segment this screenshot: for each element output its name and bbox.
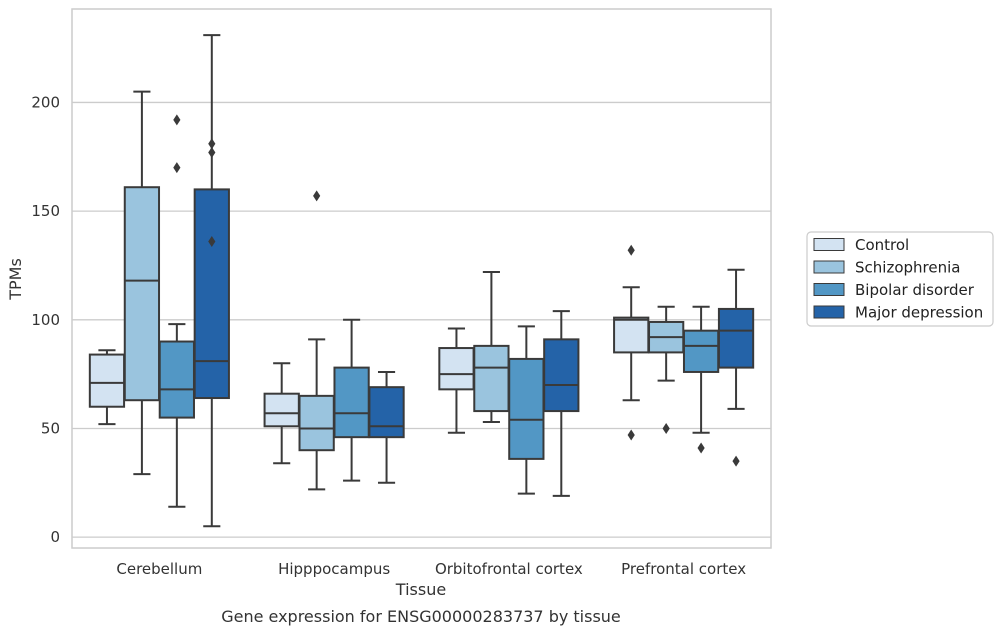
y-tick-label: 150 bbox=[31, 202, 60, 220]
box-0-2 bbox=[158, 114, 195, 508]
outlier-point bbox=[313, 190, 321, 202]
box-body bbox=[263, 392, 300, 428]
legend-label: Schizophrenia bbox=[855, 259, 960, 277]
box-3-0 bbox=[613, 244, 650, 441]
y-tick-label: 0 bbox=[50, 528, 60, 546]
legend-entry: Bipolar disorder bbox=[813, 281, 975, 299]
outlier-point bbox=[732, 455, 740, 467]
outlier-point bbox=[208, 146, 216, 158]
outlier-point bbox=[208, 236, 216, 248]
box-0-3 bbox=[193, 34, 230, 528]
legend-label: Bipolar disorder bbox=[855, 281, 975, 299]
box-3-2 bbox=[682, 305, 720, 454]
box-body bbox=[508, 357, 545, 460]
outlier-point bbox=[208, 138, 216, 150]
legend-entry: Major depression bbox=[813, 304, 983, 322]
box-2-3 bbox=[543, 310, 580, 497]
x-tick-label: Prefrontal cortex bbox=[621, 560, 746, 578]
x-tick-label: Cerebellum bbox=[116, 560, 202, 578]
box-body bbox=[193, 188, 230, 400]
box-body bbox=[473, 344, 510, 413]
legend-label: Major depression bbox=[855, 304, 983, 322]
x-axis-label: Tissue bbox=[395, 580, 446, 599]
legend-swatch bbox=[813, 238, 845, 251]
box-0-0 bbox=[88, 349, 126, 426]
box-2-1 bbox=[473, 270, 510, 423]
box-body bbox=[543, 338, 580, 413]
legend-frame bbox=[806, 231, 994, 327]
box-2-0 bbox=[438, 327, 475, 434]
box-groups bbox=[88, 34, 755, 528]
legend-swatch bbox=[813, 305, 845, 319]
box-body bbox=[368, 386, 405, 439]
outlier-point bbox=[662, 422, 670, 434]
outlier-point bbox=[173, 114, 181, 126]
box-1-3 bbox=[368, 370, 405, 484]
box-body bbox=[158, 340, 195, 419]
figure-caption: Gene expression for ENSG00000283737 by t… bbox=[221, 607, 621, 626]
y-tick-label: 100 bbox=[31, 311, 60, 329]
box-body bbox=[298, 394, 335, 452]
grid-lines bbox=[72, 101, 771, 538]
y-tick-labels: 0 50 100 150 200 bbox=[31, 93, 60, 546]
box-body bbox=[123, 186, 161, 402]
box-1-2 bbox=[333, 318, 370, 482]
outlier-point bbox=[697, 442, 705, 454]
outlier-point bbox=[627, 244, 635, 256]
box-body bbox=[682, 329, 720, 373]
box-body bbox=[717, 307, 755, 369]
x-tick-labels: Cerebellum Hipppocampus Orbitofrontal cort… bbox=[116, 560, 746, 578]
legend-label: Control bbox=[855, 236, 909, 254]
plot-frame bbox=[71, 8, 772, 549]
box-1-1 bbox=[298, 190, 335, 491]
y-tick-label: 200 bbox=[31, 93, 60, 111]
box-body bbox=[333, 366, 370, 439]
box-body bbox=[438, 347, 475, 391]
x-tick-label: Hipppocampus bbox=[278, 560, 390, 578]
legend-swatch bbox=[813, 283, 845, 296]
outlier-point bbox=[173, 162, 181, 174]
legend-entry: Control bbox=[813, 236, 909, 254]
x-tick-label: Orbitofrontal cortex bbox=[435, 560, 583, 578]
box-body bbox=[613, 316, 650, 354]
legend-entry: Schizophrenia bbox=[813, 259, 960, 277]
box-1-0 bbox=[263, 362, 300, 465]
legend: Control Schizophrenia Bipolar disorder Majo… bbox=[806, 231, 994, 327]
box-3-3 bbox=[717, 268, 755, 467]
y-axis-label: TPMs bbox=[6, 258, 25, 301]
box-3-1 bbox=[648, 305, 685, 434]
legend-swatch bbox=[813, 260, 845, 274]
box-0-1 bbox=[123, 90, 161, 476]
y-tick-label: 50 bbox=[41, 419, 60, 437]
box-body bbox=[88, 353, 126, 408]
outlier-point bbox=[627, 429, 635, 441]
box-2-2 bbox=[508, 325, 545, 495]
